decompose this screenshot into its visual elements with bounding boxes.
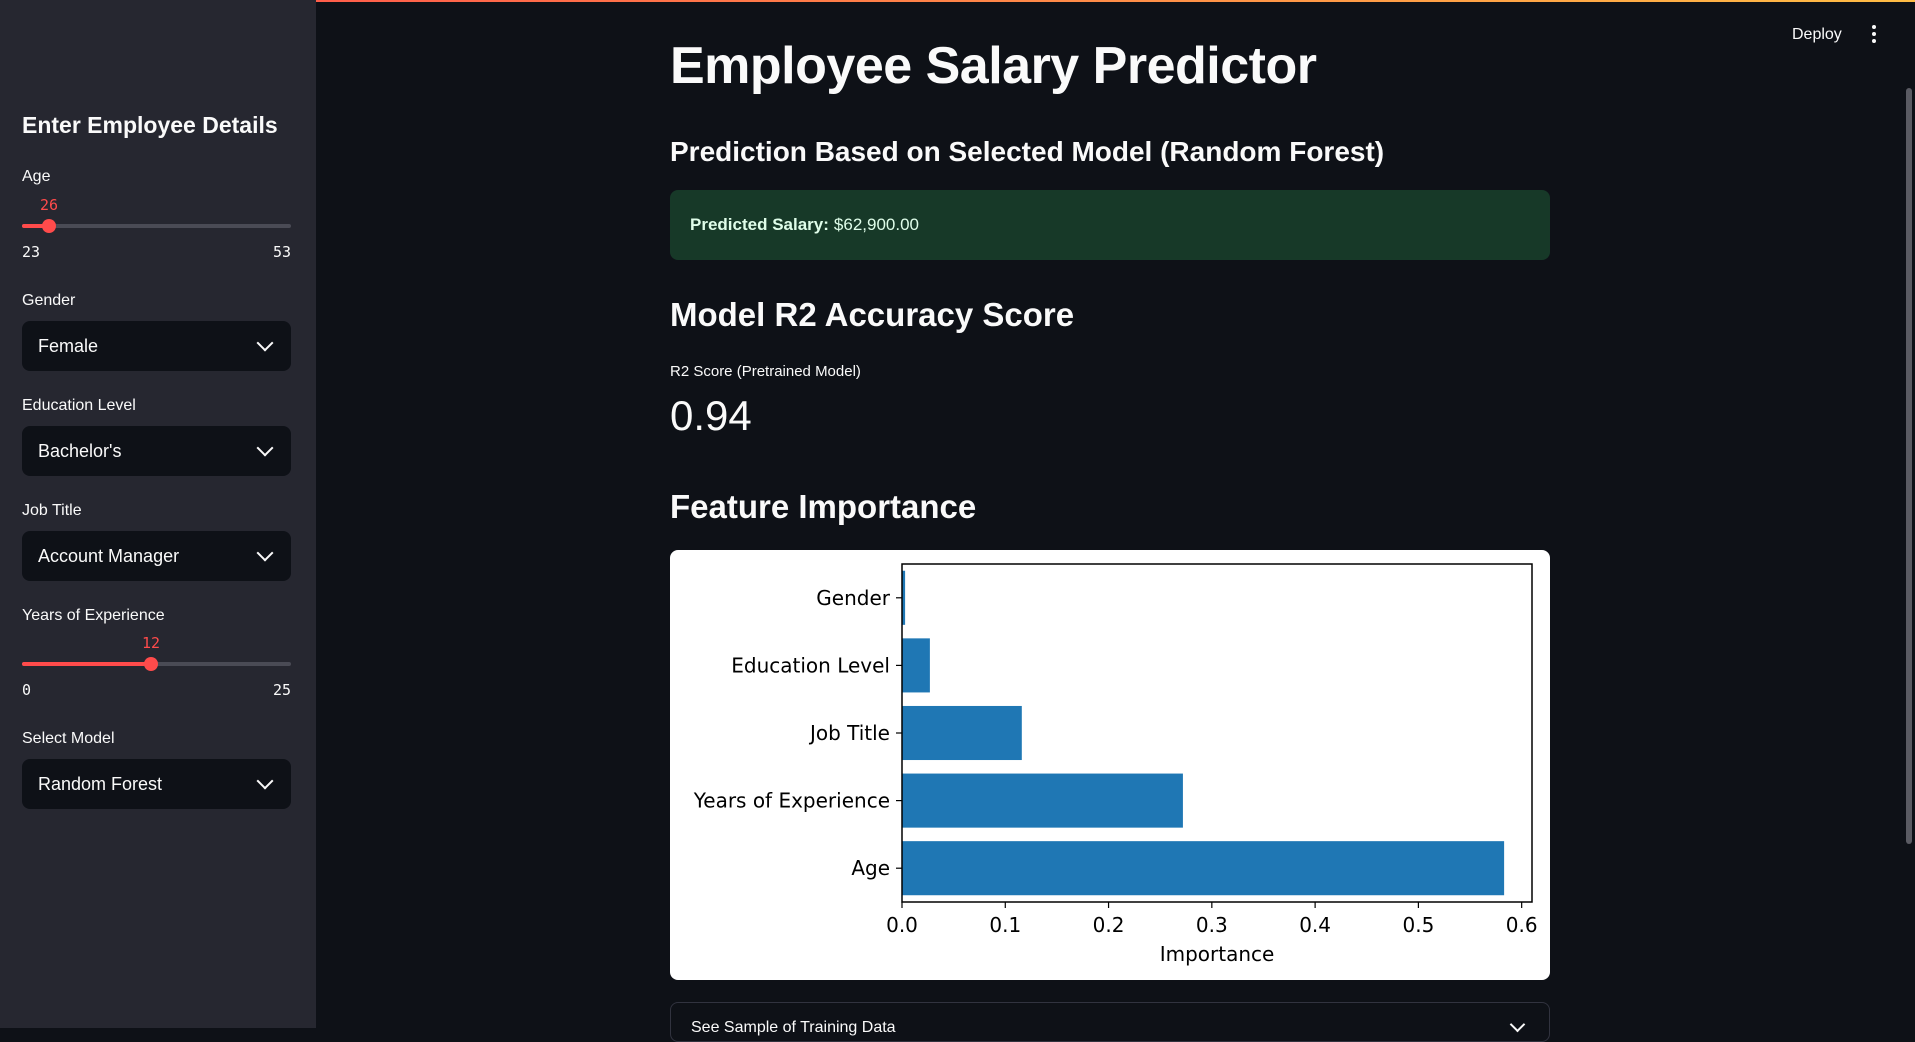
gender-label: Gender bbox=[22, 292, 76, 309]
r2-heading: Model R2 Accuracy Score bbox=[670, 296, 1075, 333]
x-axis-label: Importance bbox=[1160, 942, 1275, 966]
bar-job-title bbox=[902, 705, 1022, 761]
feature-importance-svg: Gender Education Level Job Title Years of E… bbox=[693, 563, 1538, 966]
education-select-value: Bachelor's bbox=[38, 440, 122, 461]
x-tick-label: 0.2 bbox=[1093, 913, 1125, 937]
age-slider-value: 26 bbox=[39, 196, 59, 214]
education-select[interactable]: Bachelor's bbox=[22, 426, 291, 476]
prediction-label: Predicted Salary: bbox=[690, 215, 829, 234]
job-title-select-value: Account Manager bbox=[38, 545, 180, 566]
age-range: 23 53 bbox=[22, 243, 291, 261]
metric-label: R2 Score (Pretrained Model) bbox=[670, 363, 861, 380]
main-menu-icon[interactable] bbox=[1872, 25, 1876, 46]
model-select[interactable]: Random Forest bbox=[22, 759, 291, 809]
experience-min: 0 bbox=[22, 681, 32, 699]
experience-slider-fill bbox=[22, 662, 151, 666]
x-tick-label: 0.1 bbox=[989, 913, 1021, 937]
experience-max: 25 bbox=[272, 681, 291, 699]
age-slider-thumb[interactable] bbox=[42, 219, 56, 233]
chevron-down-icon bbox=[256, 334, 274, 352]
bar-years-of-experience bbox=[902, 773, 1183, 828]
chevron-down-icon bbox=[256, 544, 274, 562]
chevron-down-icon bbox=[256, 439, 274, 457]
experience-slider-thumb[interactable] bbox=[144, 657, 158, 671]
job-title-label: Job Title bbox=[22, 502, 82, 519]
experience-label: Years of Experience bbox=[22, 607, 165, 624]
age-max: 53 bbox=[272, 243, 291, 261]
y-tick-label: Gender bbox=[816, 586, 890, 610]
bar-age bbox=[902, 841, 1505, 896]
prediction-value: $62,900.00 bbox=[833, 215, 919, 234]
deploy-button[interactable]: Deploy bbox=[1792, 26, 1842, 43]
expander-label: See Sample of Training Data bbox=[691, 1019, 896, 1036]
x-tick-label: 0.5 bbox=[1402, 913, 1434, 937]
training-data-expander[interactable]: See Sample of Training Data bbox=[670, 1002, 1550, 1042]
prediction-heading: Prediction Based on Selected Model (Rand… bbox=[670, 136, 1385, 167]
age-slider-fill bbox=[22, 224, 49, 228]
y-tick-label: Age bbox=[851, 856, 890, 880]
age-slider[interactable]: 26 bbox=[22, 196, 291, 244]
age-slider-track[interactable] bbox=[22, 224, 291, 228]
education-label: Education Level bbox=[22, 397, 136, 414]
x-tick-label: 0.3 bbox=[1196, 913, 1228, 937]
model-label: Select Model bbox=[22, 730, 115, 747]
page-title: Employee Salary Predictor bbox=[670, 37, 1317, 95]
scrollbar[interactable] bbox=[1906, 88, 1912, 844]
experience-slider-value: 12 bbox=[141, 634, 161, 652]
age-min: 23 bbox=[22, 243, 41, 261]
experience-range: 0 25 bbox=[22, 681, 291, 699]
model-select-value: Random Forest bbox=[38, 773, 163, 794]
job-title-select[interactable]: Account Manager bbox=[22, 531, 291, 581]
sidebar-title: Enter Employee Details bbox=[22, 112, 278, 138]
gender-select-value: Female bbox=[38, 335, 99, 356]
y-tick-label: Years of Experience bbox=[693, 789, 890, 813]
x-tick-label: 0.6 bbox=[1506, 913, 1538, 937]
top-decoration-bar bbox=[0, 0, 1915, 2]
plot-frame bbox=[901, 563, 1533, 903]
y-tick-label: Job Title bbox=[808, 721, 890, 745]
bar-gender bbox=[902, 570, 906, 625]
metric-value: 0.94 bbox=[670, 392, 752, 439]
x-tick-label: 0.4 bbox=[1299, 913, 1331, 937]
feature-importance-heading: Feature Importance bbox=[670, 488, 977, 525]
age-label: Age bbox=[22, 168, 51, 185]
experience-slider[interactable]: 12 bbox=[22, 634, 291, 682]
chevron-down-icon bbox=[256, 772, 274, 790]
x-tick-label: 0.0 bbox=[886, 913, 918, 937]
gender-select[interactable]: Female bbox=[22, 321, 291, 371]
y-tick-label: Education Level bbox=[731, 653, 890, 677]
sidebar: Enter Employee Details Age 26 23 53 Gend… bbox=[0, 0, 316, 1028]
prediction-success-alert: Predicted Salary: $62,900.00 bbox=[670, 190, 1550, 260]
chevron-down-icon bbox=[1509, 1016, 1526, 1033]
bar-education-level bbox=[902, 638, 930, 693]
feature-importance-chart: Gender Education Level Job Title Years of E… bbox=[670, 550, 1550, 980]
